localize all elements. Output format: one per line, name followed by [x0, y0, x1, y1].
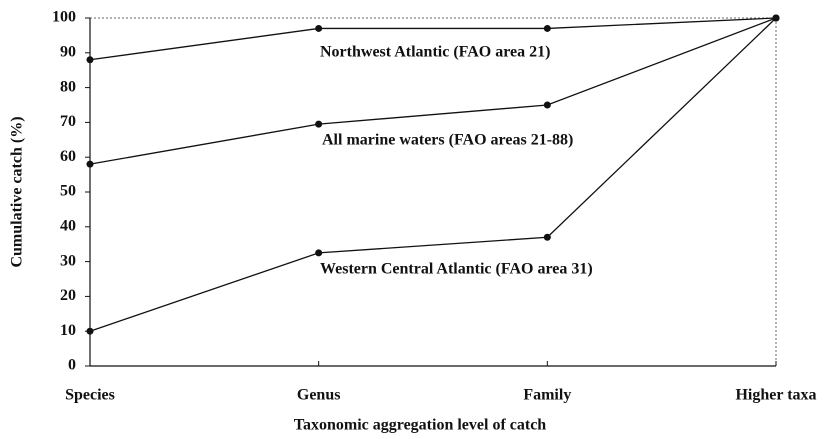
y-tick-label: 50 — [60, 183, 76, 200]
y-tick-label: 60 — [60, 148, 76, 165]
x-tick-label: Genus — [297, 387, 341, 404]
series-label: Northwest Atlantic (FAO area 21) — [320, 44, 550, 61]
series-line — [89, 17, 777, 61]
x-axis-title: Taxonomic aggregation level of catch — [294, 417, 547, 434]
x-tick-label: Family — [523, 387, 571, 404]
series-label: All marine waters (FAO areas 21-88) — [322, 132, 573, 149]
data-point — [315, 249, 323, 257]
series-line — [89, 17, 777, 165]
data-point — [86, 327, 94, 335]
data-point — [543, 233, 551, 241]
y-tick-label: 0 — [68, 357, 76, 374]
y-axis-title: Cumulative catch (%) — [9, 116, 26, 267]
data-point — [315, 120, 323, 128]
y-tick-label: 40 — [60, 217, 76, 234]
data-point — [315, 24, 323, 32]
data-point — [86, 56, 94, 64]
y-tick-label: 100 — [52, 9, 76, 26]
data-point — [86, 160, 94, 168]
x-tick-label: Species — [65, 387, 115, 404]
data-point — [772, 14, 780, 22]
y-tick-label: 80 — [60, 78, 76, 95]
data-point — [543, 24, 551, 32]
y-tick-label: 10 — [60, 322, 76, 339]
series-label: Western Central Atlantic (FAO area 31) — [320, 261, 593, 278]
data-point — [543, 101, 551, 109]
y-tick-label: 70 — [60, 113, 76, 130]
y-tick-label: 30 — [60, 252, 76, 269]
y-tick-label: 90 — [60, 43, 76, 60]
series-line — [89, 17, 777, 332]
y-tick-label: 20 — [60, 287, 76, 304]
x-tick-label: Higher taxa — [735, 387, 816, 404]
